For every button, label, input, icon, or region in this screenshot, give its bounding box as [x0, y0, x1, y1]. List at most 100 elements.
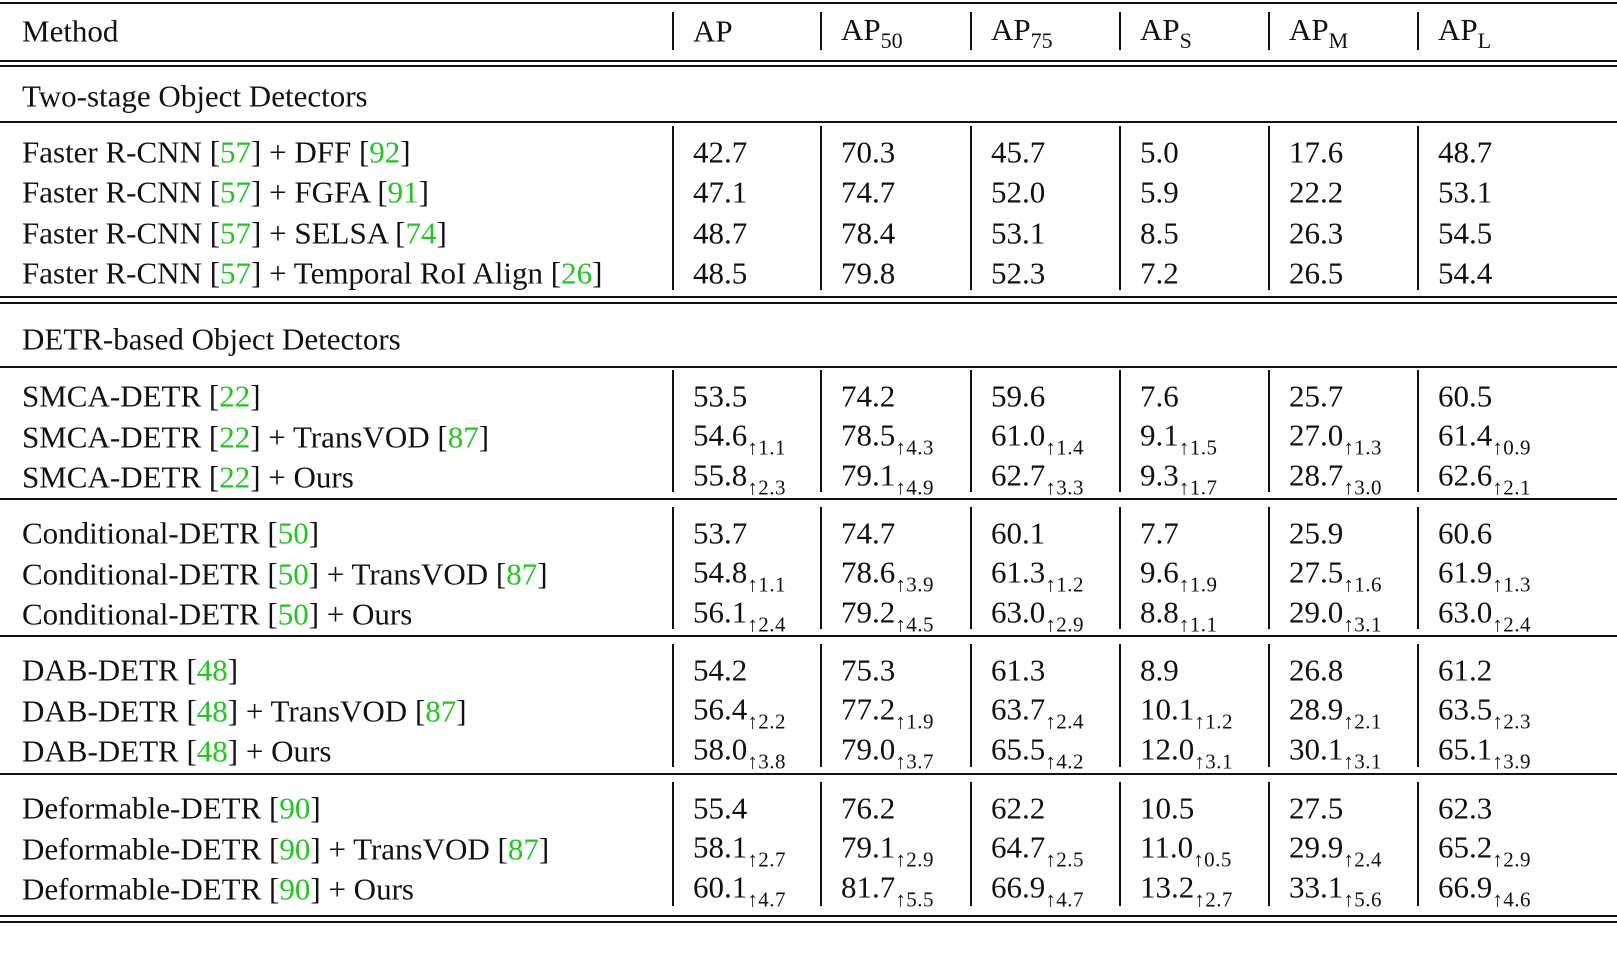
citation-link[interactable]: 22: [219, 378, 251, 414]
method-cell: Faster R-CNN [57] + SELSA [74]: [22, 217, 447, 248]
value-cell: 61.2: [1438, 655, 1492, 686]
value: 27.5: [1289, 554, 1344, 589]
value: 10.1: [1140, 691, 1195, 726]
header-method: Method: [22, 13, 119, 49]
value: 65.5: [991, 731, 1046, 767]
value: 53.1: [991, 215, 1046, 251]
citation-link[interactable]: 57: [220, 215, 252, 251]
citation-link[interactable]: 74: [405, 215, 437, 251]
citation-link[interactable]: 48: [196, 733, 228, 769]
value: 79.2: [841, 594, 896, 630]
citation-link[interactable]: 87: [507, 831, 539, 866]
header-metric: AP: [693, 16, 733, 47]
value: 79.1: [841, 457, 896, 493]
citation-link[interactable]: 48: [196, 652, 228, 688]
citation-link[interactable]: 87: [506, 556, 538, 591]
value: 55.4: [693, 790, 748, 826]
value: 53.5: [693, 378, 748, 414]
column-divider: [1119, 370, 1121, 492]
value: 65.1: [1438, 731, 1493, 767]
value-cell: 59.6: [991, 381, 1045, 412]
value-cell: 63.0↑2.4: [1438, 597, 1531, 637]
metric-name: AP: [991, 12, 1031, 47]
column-divider: [820, 370, 822, 492]
value-cell: 7.7: [1140, 518, 1179, 549]
column-divider: [1119, 12, 1121, 50]
value-cell: 12.0↑3.1: [1140, 734, 1233, 774]
value-cell: 10.5: [1140, 793, 1194, 824]
improvement-delta: ↑4.3: [895, 435, 934, 459]
value: 5.0: [1140, 134, 1179, 170]
citation-link[interactable]: 91: [387, 174, 419, 210]
metric-subscript: S: [1179, 28, 1192, 53]
value-cell: 61.9↑1.3: [1438, 556, 1531, 596]
column-divider: [970, 507, 972, 629]
citation-link[interactable]: 26: [561, 255, 593, 291]
improvement-delta: ↑2.7: [747, 847, 786, 871]
improvement-delta: ↑4.6: [1492, 887, 1531, 912]
value: 27.5: [1289, 790, 1344, 826]
method-text: ]: [418, 174, 429, 210]
value: 59.6: [991, 378, 1046, 414]
value-cell: 76.2: [841, 793, 895, 824]
value-cell: 54.5: [1438, 217, 1492, 248]
value-cell: 28.9↑2.1: [1289, 693, 1382, 733]
citation-link[interactable]: 22: [219, 459, 251, 495]
method-text: ]: [538, 831, 550, 866]
citation-link[interactable]: 57: [220, 255, 252, 291]
citation-link[interactable]: 87: [447, 419, 479, 454]
value-cell: 45.7: [991, 137, 1045, 168]
value: 54.4: [1438, 255, 1493, 291]
metric-name: AP: [1140, 12, 1180, 47]
improvement-delta: ↑2.2: [747, 709, 786, 733]
citation-link[interactable]: 90: [279, 831, 311, 866]
improvement-delta: ↑2.4: [747, 612, 786, 637]
value: 58.1: [693, 829, 748, 864]
citation-link[interactable]: 92: [369, 134, 401, 170]
value-cell: 78.4: [841, 217, 895, 248]
metric-subscript: 75: [1030, 28, 1053, 53]
value: 29.0: [1289, 594, 1344, 630]
metric-name: AP: [693, 13, 733, 49]
method-text: Faster R-CNN [: [22, 174, 221, 210]
citation-link[interactable]: 90: [279, 871, 311, 907]
citation-link[interactable]: 87: [425, 693, 457, 728]
column-divider: [820, 507, 822, 629]
value-cell: 53.7: [693, 518, 747, 549]
value: 54.2: [693, 652, 748, 688]
value: 54.5: [1438, 215, 1493, 251]
section-rule: [0, 366, 1617, 368]
method-text: Faster R-CNN [: [22, 215, 221, 251]
column-divider: [1119, 644, 1121, 767]
citation-link[interactable]: 90: [279, 790, 311, 826]
header-rule-1: [0, 60, 1617, 62]
group-rule: [0, 635, 1617, 637]
value-cell: 60.1↑4.7: [693, 872, 786, 912]
citation-link[interactable]: 50: [277, 515, 309, 551]
citation-link[interactable]: 48: [196, 693, 228, 728]
improvement-delta: ↑2.7: [1194, 887, 1233, 912]
group-rule: [0, 773, 1617, 775]
column-divider: [1417, 644, 1419, 767]
method-text: ]: [250, 378, 261, 414]
citation-link[interactable]: 22: [219, 419, 251, 454]
value: 63.5: [1438, 691, 1493, 726]
citation-link[interactable]: 50: [277, 596, 309, 632]
metric-name: AP: [1289, 12, 1329, 47]
value-cell: 53.1: [991, 217, 1045, 248]
metric-name: AP: [1438, 12, 1478, 47]
improvement-delta: ↑2.5: [1045, 847, 1084, 871]
citation-link[interactable]: 57: [220, 174, 252, 210]
value: 13.2: [1140, 869, 1195, 905]
method-text: DAB-DETR [: [22, 733, 197, 769]
value: 65.2: [1438, 829, 1493, 864]
method-cell: Deformable-DETR [90] + TransVOD [87]: [22, 833, 549, 864]
citation-link[interactable]: 57: [220, 134, 252, 170]
citation-link[interactable]: 50: [277, 556, 309, 591]
improvement-delta: ↑2.9: [1045, 612, 1084, 637]
column-divider: [1268, 12, 1270, 50]
value-cell: 26.8: [1289, 655, 1343, 686]
column-divider: [1268, 507, 1270, 629]
value-cell: 7.2: [1140, 257, 1179, 288]
value-cell: 10.1↑1.2: [1140, 691, 1233, 733]
